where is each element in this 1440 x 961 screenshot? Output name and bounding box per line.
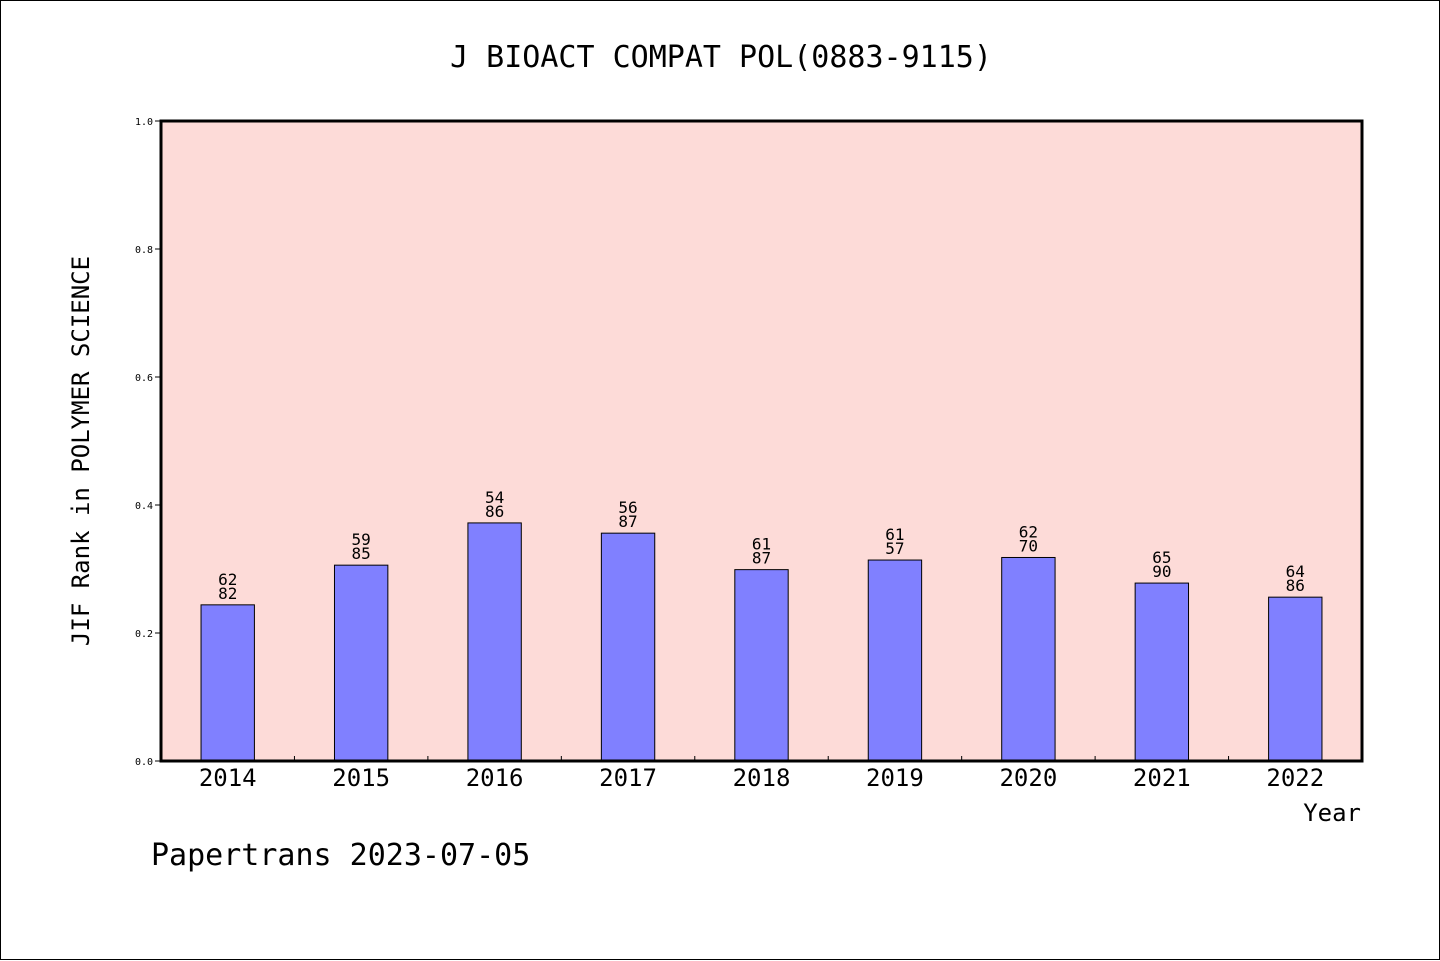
y-tick-label: 0.4 bbox=[135, 501, 153, 512]
bar-label-top: 62 bbox=[1019, 522, 1038, 541]
chart-title: J BIOACT COMPAT POL(0883-9115) bbox=[450, 40, 992, 75]
bar-2018 bbox=[734, 569, 789, 762]
x-tick-label: 2019 bbox=[866, 764, 924, 792]
footer-text: Papertrans 2023-07-05 bbox=[151, 838, 530, 873]
y-tick-label: 0.2 bbox=[135, 629, 153, 640]
bar-label-top: 54 bbox=[485, 488, 504, 507]
y-axis: 0.0 0.2 0.4 0.6 0.8 1.0 bbox=[135, 117, 161, 768]
bar-label-bottom: 87 bbox=[618, 512, 637, 531]
bar-label-bottom: 85 bbox=[352, 544, 371, 563]
x-tick-label: 2018 bbox=[733, 764, 791, 792]
bar-2019 bbox=[867, 559, 923, 762]
bar-label-bottom: 86 bbox=[485, 502, 504, 521]
bar-2022 bbox=[1268, 596, 1323, 762]
x-axis: 2014 2015 2016 2017 2018 2019 2020 2021 2022 bbox=[199, 756, 1324, 792]
x-tick-label: 2015 bbox=[332, 764, 390, 792]
bar-label-top: 65 bbox=[1152, 548, 1171, 567]
y-tick-label: 0.6 bbox=[135, 373, 153, 384]
x-tick-label: 2020 bbox=[999, 764, 1057, 792]
bar-label-top: 61 bbox=[885, 525, 904, 544]
bar-2020 bbox=[1001, 556, 1056, 762]
bar-label-bottom: 82 bbox=[218, 584, 237, 603]
bar-2015 bbox=[333, 564, 389, 762]
x-tick-label: 2022 bbox=[1266, 764, 1324, 792]
bar-series bbox=[200, 522, 1323, 762]
y-axis-label: JIF Rank in POLYMER SCIENCE bbox=[67, 256, 95, 646]
bar-label-bottom: 57 bbox=[885, 539, 904, 558]
x-tick-label: 2014 bbox=[199, 764, 257, 792]
bar-label-top: 59 bbox=[352, 530, 371, 549]
x-axis-label: Year bbox=[1303, 799, 1361, 827]
y-tick-label: 0.8 bbox=[135, 245, 153, 256]
bar-2017 bbox=[600, 532, 656, 762]
bar-label-bottom: 70 bbox=[1019, 536, 1038, 555]
bar-2021 bbox=[1134, 582, 1190, 762]
x-tick-label: 2016 bbox=[466, 764, 524, 792]
bar-2014 bbox=[200, 604, 255, 762]
bar-label-top: 64 bbox=[1286, 562, 1305, 581]
bar-2016 bbox=[467, 522, 522, 762]
bar-label-bottom: 86 bbox=[1286, 576, 1305, 595]
bar-label-top: 56 bbox=[618, 498, 637, 517]
bar-label-top: 61 bbox=[752, 535, 771, 554]
plot-border bbox=[159, 119, 1364, 763]
bar-label-bottom: 90 bbox=[1152, 562, 1171, 581]
x-tick-label: 2021 bbox=[1133, 764, 1191, 792]
bar-label-top: 62 bbox=[218, 570, 237, 589]
x-tick-label: 2017 bbox=[599, 764, 657, 792]
y-tick-label: 0.0 bbox=[135, 757, 153, 768]
bar-label-bottom: 87 bbox=[752, 549, 771, 568]
y-tick-label: 1.0 bbox=[135, 117, 153, 128]
